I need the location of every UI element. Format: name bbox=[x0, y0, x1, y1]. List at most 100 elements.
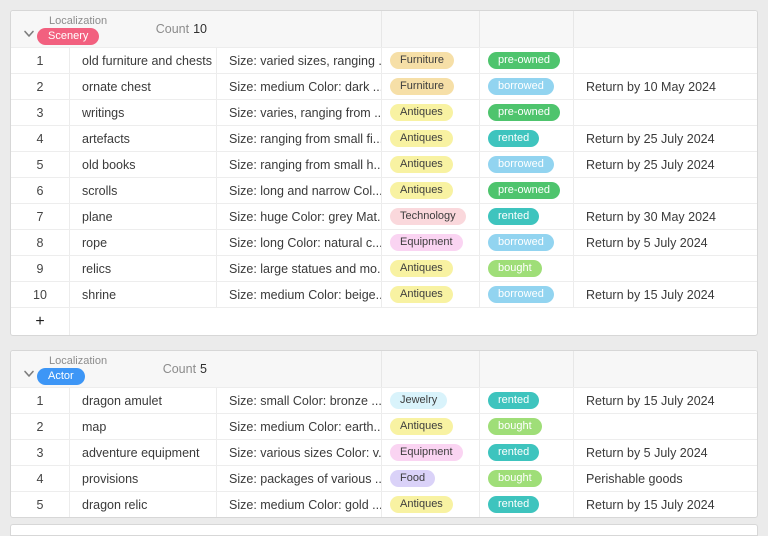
item-details-cell[interactable]: Size: long Color: natural c... bbox=[216, 230, 381, 255]
status-badge[interactable]: pre-owned bbox=[488, 52, 560, 69]
category-cell[interactable]: Technology bbox=[381, 204, 479, 229]
chevron-down-icon[interactable] bbox=[23, 25, 35, 37]
category-badge[interactable]: Furniture bbox=[390, 78, 455, 95]
item-note-cell[interactable]: Perishable goods bbox=[573, 466, 757, 491]
category-badge[interactable]: Antiques bbox=[390, 260, 453, 277]
table-row[interactable]: 7 plane Size: huge Color: grey Mat... Te… bbox=[11, 203, 757, 229]
item-details-cell[interactable]: Size: large statues and mo... bbox=[216, 256, 381, 281]
status-cell[interactable]: rented bbox=[479, 126, 573, 151]
category-badge[interactable]: Furniture bbox=[390, 52, 455, 69]
category-cell[interactable]: Antiques bbox=[381, 178, 479, 203]
item-note-cell[interactable] bbox=[573, 178, 757, 203]
group-value-badge[interactable]: Actor bbox=[37, 368, 85, 385]
group-value-badge[interactable]: Scenery bbox=[37, 28, 100, 45]
item-name-cell[interactable]: scrolls bbox=[69, 178, 216, 203]
item-name-cell[interactable]: rope bbox=[69, 230, 216, 255]
status-badge[interactable]: rented bbox=[488, 208, 540, 225]
category-badge[interactable]: Technology bbox=[390, 208, 466, 225]
item-details-cell[interactable]: Size: ranging from small h... bbox=[216, 152, 381, 177]
table-row[interactable]: 6 scrolls Size: long and narrow Col... A… bbox=[11, 177, 757, 203]
status-badge[interactable]: pre-owned bbox=[488, 182, 560, 199]
item-name-cell[interactable]: plane bbox=[69, 204, 216, 229]
category-cell[interactable]: Antiques bbox=[381, 126, 479, 151]
status-cell[interactable]: rented bbox=[479, 492, 573, 517]
status-cell[interactable]: borrowed bbox=[479, 152, 573, 177]
item-name-cell[interactable]: map bbox=[69, 414, 216, 439]
item-details-cell[interactable]: Size: medium Color: earth... bbox=[216, 414, 381, 439]
status-badge[interactable]: borrowed bbox=[488, 286, 554, 303]
table-row[interactable]: 10 shrine Size: medium Color: beige... A… bbox=[11, 281, 757, 307]
category-cell[interactable]: Antiques bbox=[381, 256, 479, 281]
category-badge[interactable]: Equipment bbox=[390, 444, 463, 461]
item-note-cell[interactable]: Return by 15 July 2024 bbox=[573, 388, 757, 413]
status-cell[interactable]: pre-owned bbox=[479, 178, 573, 203]
category-badge[interactable]: Antiques bbox=[390, 104, 453, 121]
item-name-cell[interactable]: old furniture and chests bbox=[69, 48, 216, 73]
status-badge[interactable]: bought bbox=[488, 418, 542, 435]
category-cell[interactable]: Antiques bbox=[381, 152, 479, 177]
item-note-cell[interactable] bbox=[573, 100, 757, 125]
category-badge[interactable]: Jewelry bbox=[390, 392, 448, 409]
item-note-cell[interactable]: Return by 10 May 2024 bbox=[573, 74, 757, 99]
status-cell[interactable]: bought bbox=[479, 466, 573, 491]
add-row-button[interactable]: + bbox=[11, 308, 69, 335]
category-cell[interactable]: Food bbox=[381, 466, 479, 491]
status-badge[interactable]: rented bbox=[488, 392, 540, 409]
add-row[interactable]: + bbox=[11, 307, 757, 335]
table-row[interactable]: 3 writings Size: varies, ranging from ..… bbox=[11, 99, 757, 125]
status-badge[interactable]: bought bbox=[488, 470, 542, 487]
item-details-cell[interactable]: Size: various sizes Color: v... bbox=[216, 440, 381, 465]
status-badge[interactable]: rented bbox=[488, 444, 540, 461]
category-cell[interactable]: Antiques bbox=[381, 414, 479, 439]
item-name-cell[interactable]: adventure equipment bbox=[69, 440, 216, 465]
item-note-cell[interactable] bbox=[573, 48, 757, 73]
item-details-cell[interactable]: Size: varied sizes, ranging ... bbox=[216, 48, 381, 73]
category-cell[interactable]: Antiques bbox=[381, 492, 479, 517]
item-name-cell[interactable]: dragon relic bbox=[69, 492, 216, 517]
status-badge[interactable]: pre-owned bbox=[488, 104, 560, 121]
table-row[interactable]: 4 provisions Size: packages of various .… bbox=[11, 465, 757, 491]
status-badge[interactable]: bought bbox=[488, 260, 542, 277]
item-details-cell[interactable]: Size: packages of various ... bbox=[216, 466, 381, 491]
item-note-cell[interactable]: Return by 5 July 2024 bbox=[573, 440, 757, 465]
item-name-cell[interactable]: writings bbox=[69, 100, 216, 125]
item-name-cell[interactable]: relics bbox=[69, 256, 216, 281]
status-badge[interactable]: borrowed bbox=[488, 156, 554, 173]
table-row[interactable]: 1 dragon amulet Size: small Color: bronz… bbox=[11, 387, 757, 413]
item-details-cell[interactable]: Size: huge Color: grey Mat... bbox=[216, 204, 381, 229]
category-badge[interactable]: Food bbox=[390, 470, 436, 487]
item-details-cell[interactable]: Size: long and narrow Col... bbox=[216, 178, 381, 203]
category-badge[interactable]: Antiques bbox=[390, 182, 453, 199]
item-note-cell[interactable]: Return by 15 July 2024 bbox=[573, 282, 757, 307]
table-row[interactable]: 3 adventure equipment Size: various size… bbox=[11, 439, 757, 465]
status-cell[interactable]: borrowed bbox=[479, 282, 573, 307]
table-row[interactable]: 9 relics Size: large statues and mo... A… bbox=[11, 255, 757, 281]
status-cell[interactable]: rented bbox=[479, 440, 573, 465]
status-badge[interactable]: borrowed bbox=[488, 234, 554, 251]
status-cell[interactable]: borrowed bbox=[479, 230, 573, 255]
item-name-cell[interactable]: shrine bbox=[69, 282, 216, 307]
item-details-cell[interactable]: Size: medium Color: beige... bbox=[216, 282, 381, 307]
item-details-cell[interactable]: Size: medium Color: dark ... bbox=[216, 74, 381, 99]
category-badge[interactable]: Antiques bbox=[390, 496, 453, 513]
category-cell[interactable]: Antiques bbox=[381, 100, 479, 125]
item-name-cell[interactable]: old books bbox=[69, 152, 216, 177]
status-badge[interactable]: rented bbox=[488, 130, 540, 147]
category-badge[interactable]: Antiques bbox=[390, 156, 453, 173]
category-badge[interactable]: Antiques bbox=[390, 130, 453, 147]
item-details-cell[interactable]: Size: small Color: bronze ... bbox=[216, 388, 381, 413]
status-cell[interactable]: rented bbox=[479, 388, 573, 413]
table-row[interactable]: 2 map Size: medium Color: earth... Antiq… bbox=[11, 413, 757, 439]
category-badge[interactable]: Antiques bbox=[390, 286, 453, 303]
status-badge[interactable]: rented bbox=[488, 496, 540, 513]
category-cell[interactable]: Jewelry bbox=[381, 388, 479, 413]
table-row[interactable]: 4 artefacts Size: ranging from small fi.… bbox=[11, 125, 757, 151]
item-details-cell[interactable]: Size: medium Color: gold ... bbox=[216, 492, 381, 517]
status-cell[interactable]: pre-owned bbox=[479, 48, 573, 73]
category-cell[interactable]: Furniture bbox=[381, 48, 479, 73]
item-details-cell[interactable]: Size: varies, ranging from ... bbox=[216, 100, 381, 125]
item-note-cell[interactable]: Return by 25 July 2024 bbox=[573, 126, 757, 151]
item-name-cell[interactable]: provisions bbox=[69, 466, 216, 491]
category-cell[interactable]: Antiques bbox=[381, 282, 479, 307]
table-row[interactable]: 2 ornate chest Size: medium Color: dark … bbox=[11, 73, 757, 99]
